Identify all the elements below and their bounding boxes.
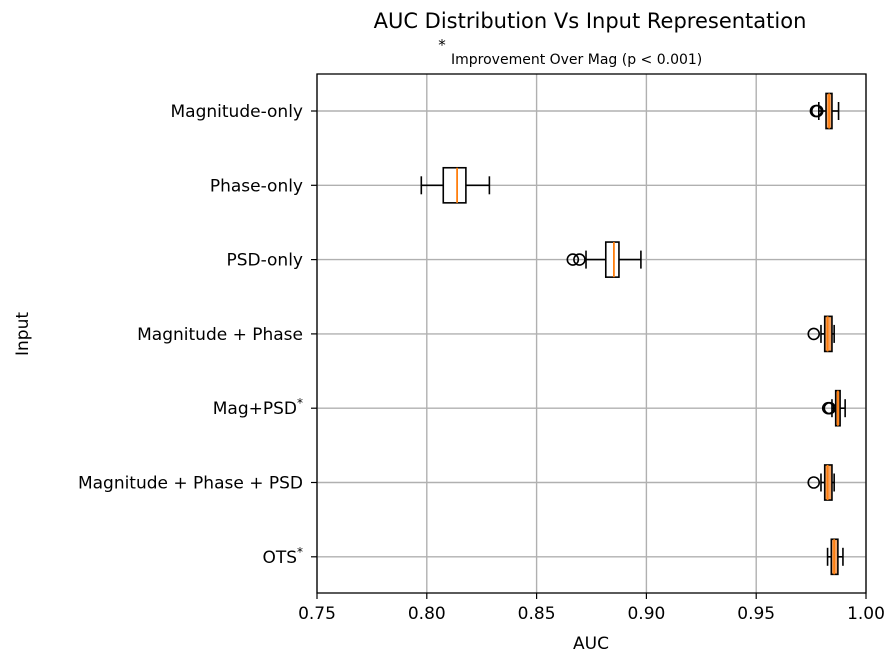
y-axis-label: Input [13,312,33,356]
flier-point [573,253,586,266]
box-group [809,92,840,130]
chart-subtitle: Improvement Over Mag (p < 0.001) [451,52,702,68]
x-axis-label: AUC [573,634,609,654]
x-tick-label: 0.85 [518,604,556,624]
box-group [807,464,835,501]
flier-point [566,253,580,266]
x-tick-label: 0.95 [737,604,775,624]
flier-point [810,104,824,118]
y-tick-label: Phase-only [210,176,303,196]
chart-title: AUC Distribution Vs Input Representation [374,9,807,33]
box [604,241,620,278]
box-group [821,389,846,427]
y-tick-label: Magnitude + Phase + PSD [78,474,303,494]
x-tick-label: 0.80 [408,604,446,624]
box [442,166,467,204]
y-tick-label: Mag+PSD* [213,396,303,419]
box-group [566,241,642,278]
flier-point [823,401,837,415]
y-tick-label: Magnitude + Phase [137,325,303,345]
box-group [420,166,491,204]
flier-point [807,327,821,341]
x-tick-label: 1.00 [847,604,885,624]
tick-layer: 0.75 0.80 0.85 0.90 0.95 1.00 Magnitude-only Ph… [78,102,885,624]
subtitle-marker: * [438,36,446,54]
grid-layer [316,74,867,593]
box-group [826,538,844,576]
flier-point [807,476,821,489]
box-layer [420,92,846,576]
box-group [807,315,835,353]
x-tick-label: 0.75 [298,604,336,624]
x-tick-label: 0.90 [627,604,665,624]
y-tick-label: Magnitude-only [171,102,303,122]
y-tick-label: PSD-only [226,251,303,271]
y-tick-label: OTS* [262,545,303,568]
